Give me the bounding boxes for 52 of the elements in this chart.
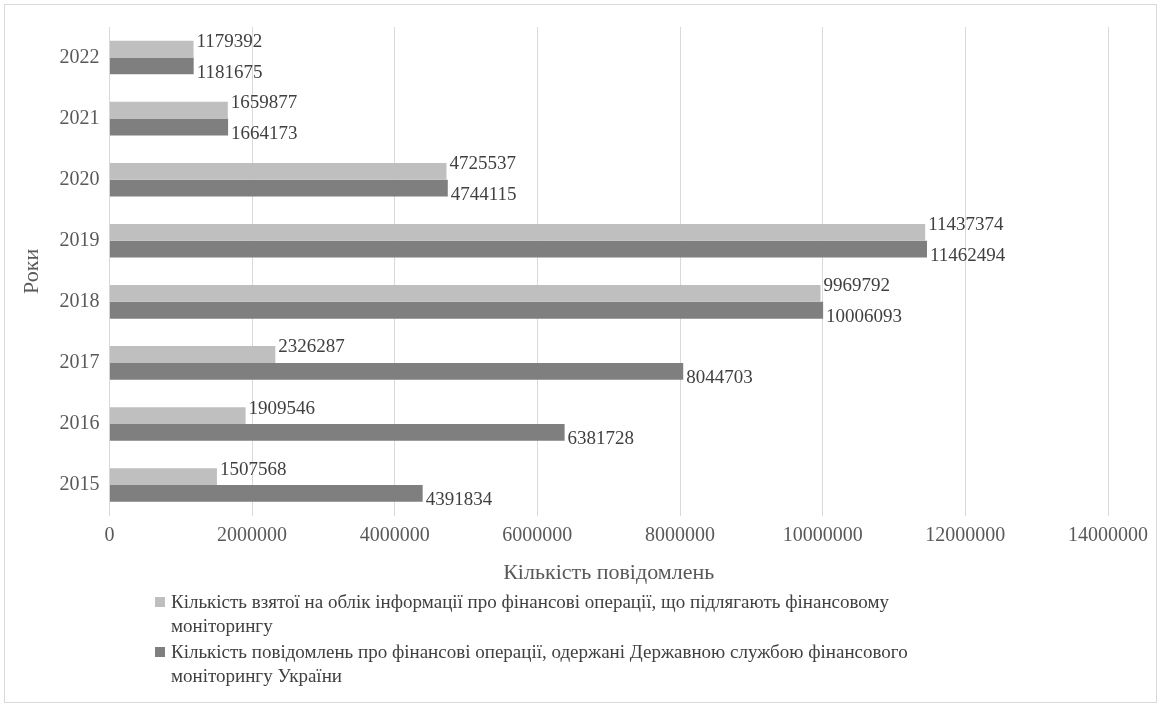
bar: [109, 240, 927, 258]
bar: [109, 407, 246, 424]
data-label: 1664173: [231, 121, 298, 143]
x-tick-label: 2000000: [217, 522, 288, 545]
bar: [109, 40, 194, 58]
legend-label: Кількість повідомлень про фінансові операції, одержані Державною службою фінансового моніторингу України: [171, 640, 909, 688]
data-label: 11437374: [928, 213, 1005, 235]
x-tick-label: 4000000: [359, 522, 430, 545]
x-tick-label: 6000000: [502, 522, 573, 545]
data-label: 8044703: [686, 366, 753, 388]
data-label: 9969792: [823, 274, 891, 296]
y-tick-label: 2015: [59, 472, 100, 495]
y-tick-label: 2022: [59, 44, 100, 67]
bar: [109, 57, 194, 75]
x-tick-label: 14000000: [1068, 522, 1148, 545]
y-tick-label: 2021: [59, 105, 100, 128]
x-tick-label: 12000000: [925, 522, 1006, 545]
legend-label: Кількість взятої на облік інформації про фінансові операції, що підлягають фінансовому моніторингу: [171, 590, 890, 638]
x-tick-label: 0: [104, 522, 115, 545]
data-label: 1179392: [196, 30, 263, 52]
bar: [109, 468, 217, 486]
y-tick-label: 2016: [59, 411, 100, 434]
y-tick-label: 2017: [59, 350, 100, 373]
bar: [109, 223, 926, 241]
bar: [109, 485, 423, 502]
bar: [109, 285, 821, 302]
data-label: 10006093: [826, 305, 903, 327]
data-label: 1659877: [230, 91, 298, 113]
x-axis-title: Кількість повідомлень: [503, 558, 715, 584]
bar: [109, 101, 228, 119]
y-tick-label: 2019: [59, 228, 100, 251]
bar: [109, 362, 684, 380]
bar: [109, 162, 447, 180]
data-label: 4725537: [449, 152, 516, 174]
data-label: 1507568: [219, 457, 287, 479]
x-tick-label: 8000000: [645, 522, 716, 545]
bar: [109, 423, 565, 441]
data-label: 2326287: [278, 335, 345, 357]
bar: [109, 179, 448, 197]
data-label: 11462494: [930, 244, 1006, 266]
data-label: 6381728: [567, 427, 635, 449]
bar: [109, 346, 276, 363]
data-label: 4391834: [425, 488, 493, 510]
data-label: 4744115: [450, 183, 517, 205]
data-label: 1909546: [248, 396, 316, 418]
y-tick-label: 2018: [59, 289, 100, 312]
data-label: 1181675: [196, 60, 263, 82]
y-tick-label: 2020: [59, 166, 100, 189]
bar: [109, 118, 229, 136]
y-axis-title: Роки: [17, 248, 43, 294]
x-tick-label: 10000000: [782, 522, 863, 545]
bar: [109, 301, 824, 319]
